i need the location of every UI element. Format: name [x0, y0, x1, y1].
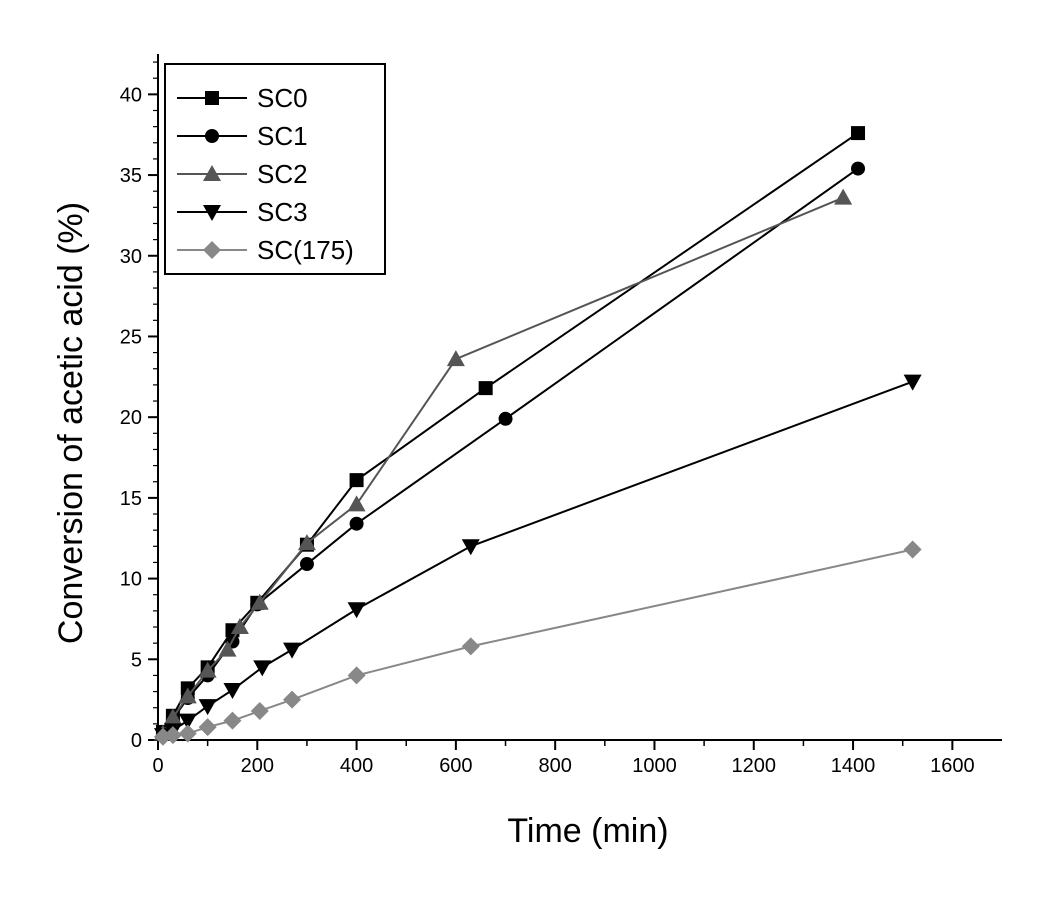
data-point-sc175	[903, 540, 922, 559]
data-point-sc175	[223, 711, 242, 730]
data-point-sc0	[478, 381, 493, 396]
x-tick-label: 0	[152, 755, 163, 777]
series-sc3	[153, 374, 922, 745]
series-sc2	[153, 188, 853, 741]
data-point-sc175	[347, 666, 366, 685]
data-point-sc3	[903, 374, 922, 391]
x-tick-label: 600	[439, 755, 472, 777]
x-tick-label: 800	[538, 755, 571, 777]
data-point-sc1	[299, 557, 314, 572]
series-line-sc3	[162, 380, 913, 737]
data-point-sc3	[223, 682, 242, 699]
x-tick-label: 1400	[831, 755, 876, 777]
x-tick-label: 1200	[732, 755, 777, 777]
y-tick-label: 20	[120, 407, 142, 429]
legend-label-sc0: SC0	[257, 83, 308, 113]
x-tick-label: 1000	[632, 755, 677, 777]
data-point-sc2	[834, 188, 853, 205]
y-tick-label: 0	[131, 730, 142, 752]
y-tick-label: 35	[120, 165, 142, 187]
data-point-sc3	[198, 699, 217, 716]
legend-label-sc2: SC2	[257, 159, 308, 189]
y-tick-label: 25	[120, 326, 142, 348]
data-point-sc2	[163, 708, 182, 725]
x-axis-title: Time (min)	[507, 812, 668, 850]
data-point-sc2	[218, 640, 237, 657]
legend-marker-sc175	[203, 241, 221, 259]
data-point-sc3	[461, 539, 480, 556]
data-point-sc3	[178, 713, 197, 730]
data-point-sc0	[851, 126, 866, 141]
data-point-sc2	[347, 495, 366, 512]
axes	[157, 54, 1002, 741]
ticks: 0 200 400 600 800 1000 1200 1400 1600 0 5 10 15 20 25 3…	[120, 61, 975, 777]
y-axis-title: Conversion of acetic acid (%)	[52, 202, 90, 644]
y-tick-label: 5	[131, 649, 142, 671]
data-point-sc2	[198, 661, 217, 678]
x-tick-label: 400	[340, 755, 373, 777]
data-point-sc3	[347, 602, 366, 619]
series-line-sc2	[162, 196, 844, 735]
data-point-sc1	[851, 161, 866, 176]
data-point-sc2	[230, 618, 249, 635]
legend-label-sc3: SC3	[257, 197, 308, 227]
y-tick-label: 40	[120, 84, 142, 106]
y-tick-label: 30	[120, 246, 142, 268]
data-point-sc2	[446, 350, 465, 367]
data-point-sc175	[461, 637, 480, 656]
legend-marker-sc0	[205, 91, 219, 105]
legend-marker-sc2	[203, 165, 221, 181]
x-tick-label: 1600	[930, 755, 975, 777]
x-tick-label: 200	[241, 755, 274, 777]
data-point-sc0	[349, 473, 364, 488]
data-point-sc3	[253, 660, 272, 677]
data-point-sc175	[163, 726, 182, 745]
y-tick-label: 10	[120, 569, 142, 591]
series-sc175	[153, 540, 922, 746]
data-point-sc2	[297, 534, 316, 551]
series-layer	[153, 126, 922, 746]
data-point-sc1	[349, 516, 364, 531]
legend-marker-sc3	[203, 205, 221, 221]
legend-label-sc175: SC(175)	[257, 235, 354, 265]
data-point-sc175	[198, 718, 217, 737]
data-point-sc175	[178, 724, 197, 743]
data-point-sc1	[498, 411, 513, 426]
data-point-sc3	[283, 642, 302, 659]
series-line-sc175	[162, 548, 913, 738]
y-tick-label: 15	[120, 488, 142, 510]
legend: SC0 SC1 SC2 SC3 SC(175)	[164, 63, 386, 275]
data-point-sc2	[250, 593, 269, 610]
legend-label-sc1: SC1	[257, 121, 308, 151]
data-point-sc2	[178, 687, 197, 704]
data-point-sc175	[283, 690, 302, 709]
legend-marker-sc1	[205, 129, 219, 143]
data-point-sc175	[250, 701, 269, 720]
